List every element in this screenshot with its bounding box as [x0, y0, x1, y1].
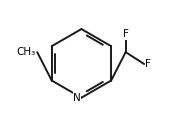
Text: CH₃: CH₃ — [17, 47, 36, 57]
Text: N: N — [73, 93, 81, 103]
Text: F: F — [123, 29, 129, 39]
Text: F: F — [146, 59, 151, 69]
